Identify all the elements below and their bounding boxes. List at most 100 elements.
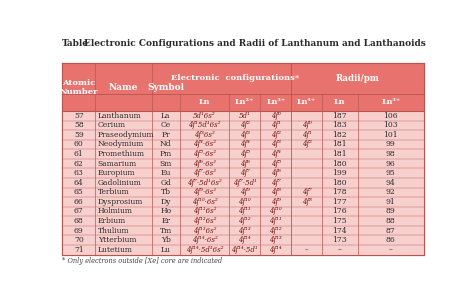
Text: 98: 98 — [386, 150, 396, 158]
Text: –: – — [305, 246, 308, 254]
Text: Pm: Pm — [160, 150, 172, 158]
Text: 101: 101 — [383, 131, 398, 139]
Text: 4f¹²: 4f¹² — [238, 217, 251, 225]
Text: 57: 57 — [74, 112, 84, 120]
Text: 60: 60 — [74, 141, 84, 148]
Bar — [62, 63, 424, 94]
Text: 61: 61 — [74, 150, 84, 158]
Text: 4f⁴: 4f⁴ — [271, 150, 281, 158]
Text: 5d¹6s²: 5d¹6s² — [193, 112, 216, 120]
Text: 4f³: 4f³ — [240, 131, 250, 139]
Text: 63: 63 — [74, 169, 84, 177]
Text: –: – — [389, 246, 392, 254]
Text: –: – — [338, 246, 342, 254]
Text: 4f⁸: 4f⁸ — [271, 188, 281, 196]
Text: 4f¹5d¹6s²: 4f¹5d¹6s² — [188, 122, 221, 129]
Text: 4f⁰: 4f⁰ — [271, 112, 281, 120]
Text: 4f¹⁰·6s²: 4f¹⁰·6s² — [191, 198, 217, 206]
Text: 4f⁰: 4f⁰ — [301, 122, 311, 129]
Text: Dy: Dy — [161, 198, 171, 206]
Text: La: La — [161, 112, 171, 120]
Text: Electronic  configurations*: Electronic configurations* — [172, 74, 300, 82]
Text: 4f³: 4f³ — [271, 141, 281, 148]
Text: 4f¹¹: 4f¹¹ — [238, 208, 251, 215]
Text: Tb: Tb — [161, 188, 171, 196]
Bar — [62, 216, 424, 226]
Text: Ce: Ce — [161, 122, 171, 129]
Text: 4f²: 4f² — [301, 141, 311, 148]
Text: 70: 70 — [74, 236, 84, 244]
Bar — [62, 207, 424, 216]
Text: 4f¹³: 4f¹³ — [238, 227, 251, 235]
Text: 65: 65 — [74, 188, 84, 196]
Text: 4f⁷: 4f⁷ — [301, 188, 311, 196]
Text: Erbium: Erbium — [98, 217, 126, 225]
Text: 103: 103 — [383, 122, 398, 129]
Text: 4f¹¹6s²: 4f¹¹6s² — [192, 208, 216, 215]
Text: Atomic
Number: Atomic Number — [60, 78, 98, 96]
Bar — [62, 178, 424, 188]
Text: 175: 175 — [332, 217, 347, 225]
Text: 4f¹²: 4f¹² — [270, 227, 282, 235]
Text: 4f²: 4f² — [271, 131, 281, 139]
Text: Lanthanum: Lanthanum — [98, 112, 142, 120]
Bar — [62, 197, 424, 207]
Text: 96: 96 — [386, 160, 396, 168]
Text: Pr: Pr — [162, 131, 170, 139]
Text: 183: 183 — [332, 122, 347, 129]
Text: Europium: Europium — [98, 169, 136, 177]
Text: 174: 174 — [332, 227, 347, 235]
Text: 62: 62 — [74, 160, 84, 168]
Text: 92: 92 — [386, 188, 396, 196]
Text: 4f¹: 4f¹ — [271, 122, 281, 129]
Text: Yb: Yb — [161, 236, 171, 244]
Text: Ytterbium: Ytterbium — [98, 236, 136, 244]
Bar — [62, 159, 424, 168]
Text: 86: 86 — [386, 236, 396, 244]
Text: Dysprosium: Dysprosium — [98, 198, 143, 206]
Text: 4f¹⁴: 4f¹⁴ — [238, 236, 251, 244]
Text: 4f⁴: 4f⁴ — [240, 141, 250, 148]
Text: Nd: Nd — [160, 141, 172, 148]
Text: 187: 187 — [332, 112, 347, 120]
Text: Holmium: Holmium — [98, 208, 133, 215]
Text: 87: 87 — [386, 227, 396, 235]
Text: 5d¹: 5d¹ — [239, 112, 251, 120]
Text: 4f⁶·6s²: 4f⁶·6s² — [193, 160, 216, 168]
Text: 4f⁹: 4f⁹ — [240, 188, 250, 196]
Text: 4f⁸: 4f⁸ — [301, 198, 311, 206]
Text: 91: 91 — [386, 198, 396, 206]
Bar — [62, 111, 424, 121]
Text: 181: 181 — [332, 141, 347, 148]
Bar — [62, 235, 424, 245]
Text: 4f¹⁴·5d¹: 4f¹⁴·5d¹ — [231, 246, 258, 254]
Text: 64: 64 — [74, 179, 84, 187]
Text: Name: Name — [109, 83, 138, 92]
Text: 67: 67 — [74, 208, 84, 215]
Text: Promethium: Promethium — [98, 150, 145, 158]
Text: 4f¹: 4f¹ — [301, 131, 311, 139]
Bar — [62, 140, 424, 149]
Text: 89: 89 — [386, 208, 396, 215]
Text: 106: 106 — [383, 112, 398, 120]
Text: 4f¹³6s²: 4f¹³6s² — [192, 227, 216, 235]
Text: Ln³⁺: Ln³⁺ — [266, 98, 285, 106]
Text: 71: 71 — [74, 246, 84, 254]
Text: 4f¹¹: 4f¹¹ — [270, 217, 282, 225]
Bar — [62, 94, 424, 111]
Text: 4f⁵: 4f⁵ — [271, 160, 281, 168]
Text: Radii/pm: Radii/pm — [336, 74, 380, 83]
Text: 4f⁷: 4f⁷ — [240, 169, 250, 177]
Text: 4f⁹: 4f⁹ — [271, 198, 281, 206]
Text: 4f³6s²: 4f³6s² — [194, 131, 215, 139]
Text: 59: 59 — [74, 131, 84, 139]
Text: 69: 69 — [74, 227, 84, 235]
Text: 180: 180 — [332, 160, 347, 168]
Text: Ln: Ln — [334, 98, 346, 106]
Text: 66: 66 — [74, 198, 84, 206]
Text: 4f¹³: 4f¹³ — [270, 236, 282, 244]
Text: Er: Er — [161, 217, 170, 225]
Text: 4f⁶: 4f⁶ — [271, 169, 281, 177]
Text: Eu: Eu — [161, 169, 171, 177]
Text: Tm: Tm — [160, 227, 172, 235]
